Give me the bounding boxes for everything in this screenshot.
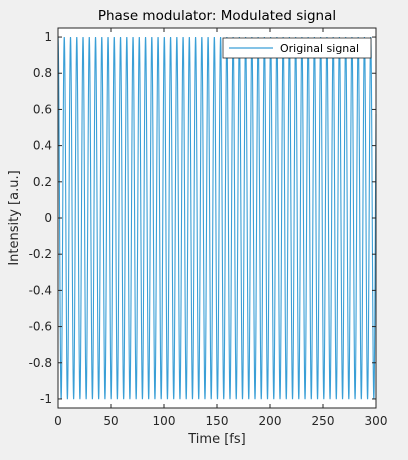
series-layer [57, 36, 377, 400]
y-tick-label: -0.8 [29, 356, 52, 370]
x-tick-label: 250 [312, 414, 335, 428]
y-tick-label: -1 [40, 392, 52, 406]
y-tick-label: -0.4 [29, 283, 52, 297]
chart-title: Phase modulator: Modulated signal [98, 8, 336, 24]
legend: Original signal [222, 37, 372, 59]
x-tick-label: 300 [365, 414, 388, 428]
y-tick-label: 1 [44, 30, 52, 44]
y-axis-title: Intensity [a.u.] [7, 170, 22, 265]
y-tick-label: 0.8 [33, 66, 52, 80]
y-tick-label: 0.6 [33, 102, 52, 116]
x-axis-title: Time [fs] [187, 432, 245, 447]
y-tick-label: -0.6 [29, 320, 52, 334]
y-tick-label: 0 [44, 211, 52, 225]
x-tick-label: 50 [103, 414, 118, 428]
series-line-0 [57, 36, 377, 400]
x-tick-label: 0 [54, 414, 62, 428]
y-tick-label: 0.2 [33, 175, 52, 189]
ticks-layer: 0 50 100 150 200 250 300 -1 -0.8 -0.6 -0.4 -0.2 0 0.2… [29, 28, 388, 428]
x-tick-label: 150 [206, 414, 229, 428]
legend-label: Original signal [280, 42, 359, 55]
x-tick-label: 100 [153, 414, 176, 428]
legend-box [222, 37, 372, 59]
x-tick-label: 200 [259, 414, 282, 428]
y-tick-label: 0.4 [33, 139, 52, 153]
y-tick-label: -0.2 [29, 247, 52, 261]
